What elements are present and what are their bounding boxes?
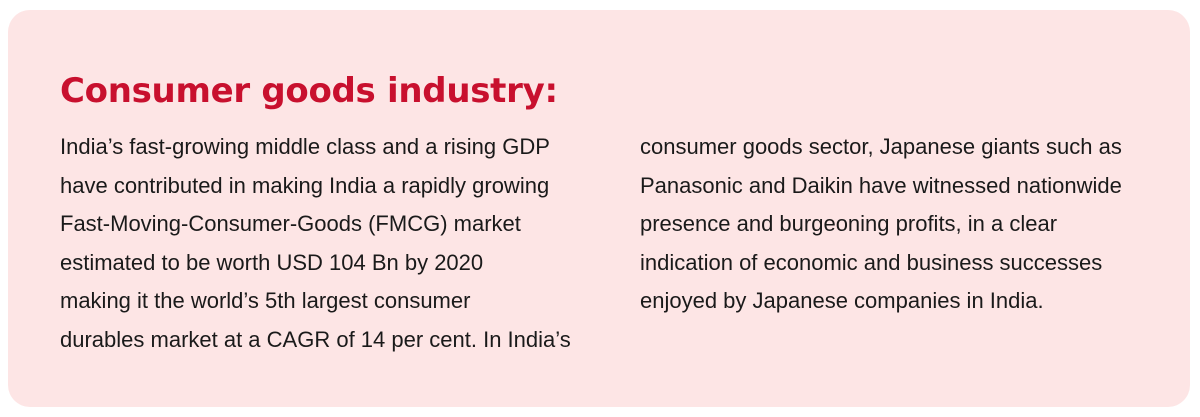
info-card: Consumer goods industry: India’s fast-gr… <box>8 10 1190 407</box>
body-text-line: Fast-Moving-Consumer-Goods (FMCG) market <box>60 211 521 236</box>
body-text-line: Panasonic and Daikin have witnessed nati… <box>640 172 1122 198</box>
section-heading: Consumer goods industry: <box>60 71 558 111</box>
body-text-line: making it the world’s 5th largest consum… <box>60 288 471 313</box>
body-text-line: have contributed in making India a rapid… <box>60 172 550 198</box>
body-text-line: India’s fast-growing middle class and a … <box>60 134 550 159</box>
body-column-left: India’s fast-growing middle class and a … <box>60 128 620 359</box>
body-text-line: estimated to be worth USD 104 Bn by 2020 <box>60 249 484 275</box>
body-text-line: presence and burgeoning profits, in a cl… <box>640 211 1058 236</box>
body-text-line: enjoyed by Japanese companies in India. <box>640 288 1044 313</box>
body-text-line: consumer goods sector, Japanese giants s… <box>640 134 1122 159</box>
body-text-line: durables market at a CAGR of 14 per cent… <box>60 326 571 352</box>
body-column-right: consumer goods sector, Japanese giants s… <box>640 128 1180 321</box>
body-text-line: indication of economic and business succ… <box>640 249 1103 275</box>
